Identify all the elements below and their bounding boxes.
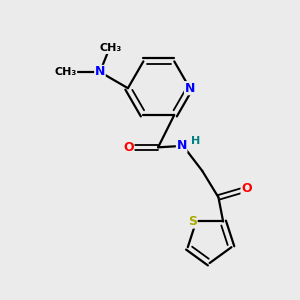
Text: S: S: [188, 215, 197, 228]
Text: O: O: [123, 141, 134, 154]
Text: N: N: [176, 140, 187, 152]
Text: N: N: [184, 82, 195, 95]
Text: CH₃: CH₃: [54, 67, 76, 77]
Text: H: H: [191, 136, 200, 146]
Text: O: O: [241, 182, 252, 195]
Text: CH₃: CH₃: [99, 44, 122, 53]
Text: N: N: [95, 65, 105, 79]
